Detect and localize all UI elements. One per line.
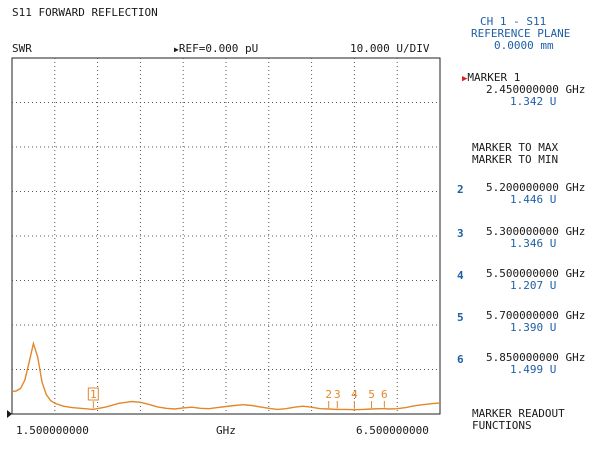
softkey-marker-1[interactable]: ▶MARKER 1 xyxy=(462,72,520,85)
marker-3-frequency: 5.300000000 GHz xyxy=(486,225,586,238)
channel-label: CH 1 - S11 xyxy=(480,15,547,28)
trace-marker-1[interactable]: 1 xyxy=(90,388,97,401)
frequency-unit: GHz xyxy=(216,424,236,437)
ref-value: REF=0.000 pU xyxy=(178,42,259,55)
marker-4-value: 1.207 U xyxy=(510,279,557,292)
reference-readout: ▶REF=0.000 pU xyxy=(174,42,258,55)
marker-1-box xyxy=(87,387,99,401)
stop-frequency: 6.500000000 xyxy=(356,424,429,437)
trace-marker-2[interactable]: 2 xyxy=(325,388,332,401)
marker-2-number[interactable]: 2 xyxy=(457,183,464,196)
start-frequency: 1.500000000 xyxy=(16,424,89,437)
trace-marker-6[interactable]: 6 xyxy=(381,388,388,401)
trace-marker-4[interactable]: 4 xyxy=(351,388,358,401)
reference-position-icon xyxy=(7,410,12,418)
marker-6-value: 1.499 U xyxy=(510,363,557,376)
trace-layer xyxy=(11,340,441,411)
ref-arrow-icon: ▶ xyxy=(174,45,179,54)
softkey-readout-line1[interactable]: MARKER READOUT xyxy=(472,407,565,420)
marker-6-frequency: 5.850000000 GHz xyxy=(486,351,586,364)
marker-2-value: 1.446 U xyxy=(510,193,557,206)
softkey-marker-to-max[interactable]: MARKER TO MAX xyxy=(472,141,559,154)
format-label: SWR xyxy=(12,42,32,55)
softkey-marker-to-min[interactable]: MARKER TO MIN xyxy=(472,153,559,166)
marker-1-frequency: 2.450000000 GHz xyxy=(486,83,586,96)
marker-3-number[interactable]: 3 xyxy=(457,227,464,240)
graticule xyxy=(11,57,441,415)
marker-3-value: 1.346 U xyxy=(510,237,557,250)
active-arrow-icon: ▶ xyxy=(462,74,468,84)
marker-4-number[interactable]: 4 xyxy=(457,269,464,282)
softkey-readout-line2[interactable]: FUNCTIONS xyxy=(472,419,532,432)
scale-readout: 10.000 U/DIV xyxy=(350,42,430,55)
trace-line xyxy=(11,340,441,411)
reference-plane-label: REFERENCE PLANE xyxy=(471,27,571,40)
marker-1-label: MARKER 1 xyxy=(467,71,521,84)
marker-5-frequency: 5.700000000 GHz xyxy=(486,309,586,322)
marker-5-number[interactable]: 5 xyxy=(457,311,464,324)
marker-1-value: 1.342 U xyxy=(510,95,557,108)
trace-title: S11 FORWARD REFLECTION xyxy=(12,6,158,19)
trace-marker-5[interactable]: 5 xyxy=(368,388,375,401)
trace-marker-3[interactable]: 3 xyxy=(334,388,341,401)
marker-6-number[interactable]: 6 xyxy=(457,353,464,366)
marker-4-frequency: 5.500000000 GHz xyxy=(486,267,586,280)
reference-plane-value: 0.0000 mm xyxy=(494,39,554,52)
marker-5-value: 1.390 U xyxy=(510,321,557,334)
marker-2-frequency: 5.200000000 GHz xyxy=(486,181,586,194)
